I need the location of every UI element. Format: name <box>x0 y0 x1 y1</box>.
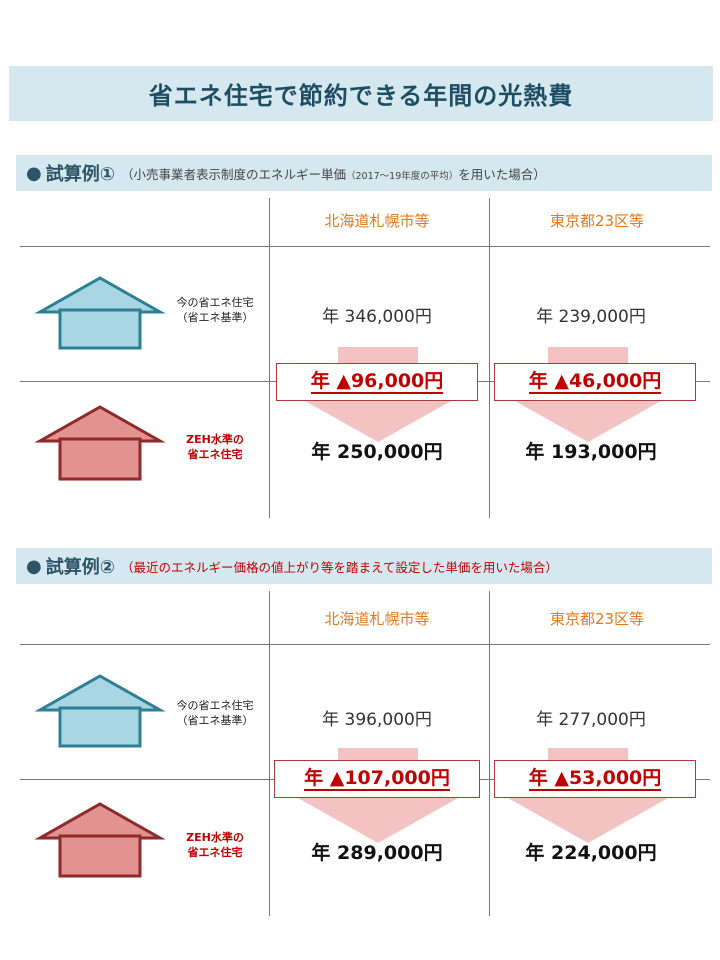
current-cost-sapporo: 年 346,000円 <box>322 307 432 327</box>
current-house-icon <box>34 276 166 350</box>
calc-example-2: ● 試算例② （最近のエネルギー価格の値上がり等を踏まえて設定した単価を用いた場… <box>0 548 720 938</box>
zeh-cost-sapporo: 年 250,000円 <box>311 441 443 463</box>
section-note: （最近のエネルギー価格の値上がり等を踏まえて設定した単価を用いた場合） <box>120 559 558 575</box>
column-header-tokyo: 東京都23区等 <box>549 610 645 628</box>
zeh-house-label: ZEH水準の 省エネ住宅 <box>186 433 244 461</box>
bullet-icon: ● <box>26 555 42 577</box>
current-house-label: 今の省エネ住宅 （省エネ基準） <box>176 699 254 727</box>
section-note: （小売事業者表示制度のエネルギー単価（2017〜19年度の平均）を用いた場合） <box>120 166 546 182</box>
column-divider <box>269 591 270 916</box>
zeh-cost-tokyo: 年 224,000円 <box>525 842 657 864</box>
column-header-tokyo: 東京都23区等 <box>549 212 645 230</box>
column-header-sapporo: 北海道札幌市等 <box>324 610 430 628</box>
current-cost-tokyo: 年 239,000円 <box>536 307 646 327</box>
row-divider <box>20 246 710 247</box>
section-header: ● 試算例① （小売事業者表示制度のエネルギー単価（2017〜19年度の平均）を… <box>16 155 712 191</box>
section-header: ● 試算例② （最近のエネルギー価格の値上がり等を踏まえて設定した単価を用いた場… <box>16 548 712 584</box>
row-divider <box>20 644 710 645</box>
column-divider <box>489 591 490 916</box>
zeh-cost-tokyo: 年 193,000円 <box>525 441 657 463</box>
savings-amount: 年 ▲53,000円 <box>528 767 662 791</box>
section-label: 試算例① <box>45 164 115 185</box>
current-house-label: 今の省エネ住宅 （省エネ基準） <box>176 296 254 324</box>
current-cost-tokyo: 年 277,000円 <box>536 710 646 730</box>
zeh-cost-sapporo: 年 289,000円 <box>311 842 443 864</box>
current-cost-sapporo: 年 396,000円 <box>322 710 432 730</box>
savings-amount: 年 ▲107,000円 <box>304 767 450 791</box>
savings-box-tokyo: 年 ▲46,000円 <box>494 363 696 401</box>
zeh-house-label: ZEH水準の 省エネ住宅 <box>186 831 244 859</box>
savings-box-tokyo: 年 ▲53,000円 <box>494 760 696 798</box>
column-header-sapporo: 北海道札幌市等 <box>324 212 430 230</box>
savings-box-sapporo: 年 ▲96,000円 <box>276 363 478 401</box>
section-label: 試算例② <box>45 557 115 578</box>
savings-amount: 年 ▲96,000円 <box>310 370 444 394</box>
current-house-icon <box>34 674 166 748</box>
calc-example-1: ● 試算例① （小売事業者表示制度のエネルギー単価（2017〜19年度の平均）を… <box>0 155 720 545</box>
bullet-icon: ● <box>26 162 42 184</box>
page-title: 省エネ住宅で節約できる年間の光熱費 <box>148 82 574 110</box>
savings-box-sapporo: 年 ▲107,000円 <box>274 760 480 798</box>
zeh-house-icon <box>34 802 166 878</box>
savings-amount: 年 ▲46,000円 <box>528 370 662 394</box>
title-banner: 省エネ住宅で節約できる年間の光熱費 <box>9 66 713 121</box>
zeh-house-icon <box>34 405 166 481</box>
column-divider <box>489 198 490 518</box>
column-divider <box>269 198 270 518</box>
